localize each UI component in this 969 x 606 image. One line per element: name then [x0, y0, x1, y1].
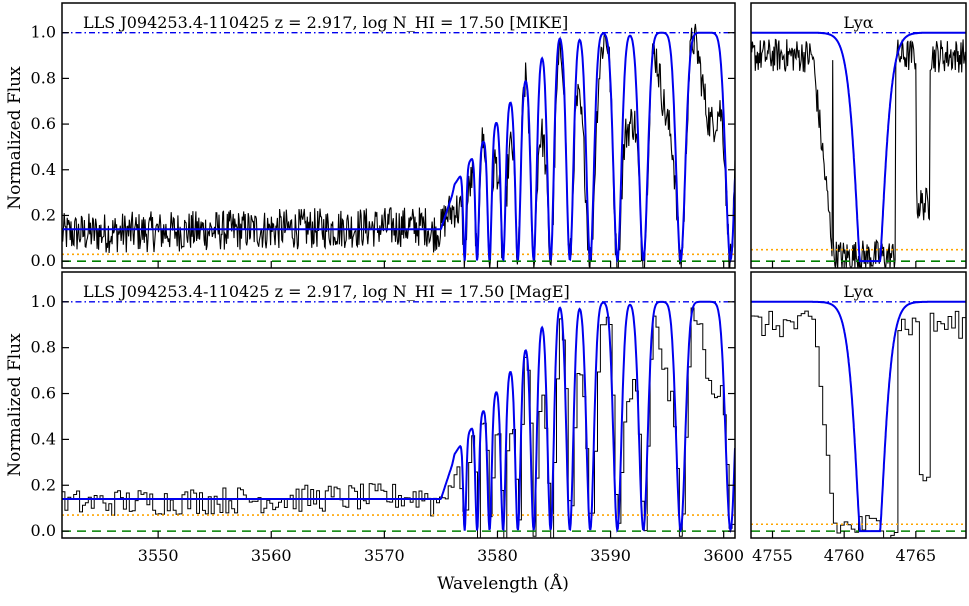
- x-tick-label: 4765: [895, 546, 936, 565]
- observed-flux-line: [62, 23, 735, 268]
- y-tick-label: 0.2: [31, 205, 56, 224]
- plot-frame: [61, 271, 736, 539]
- x-tick-label: 3560: [251, 546, 292, 565]
- model-line: [751, 300, 966, 533]
- panel-mike-full: 0.0 0.2 0.4 0.6 0.8 1.0 LLS J094253.4-110425 z…: [31, 2, 736, 270]
- model-line: [62, 300, 735, 534]
- panel-title: Lyα: [843, 13, 873, 32]
- plot-frame: [61, 2, 736, 269]
- y-tick-label: 0.8: [31, 338, 56, 357]
- model-line: [62, 31, 735, 264]
- panel-mage-lya: 4755 4760 4765 Lyα: [750, 271, 967, 565]
- y-tick-label: 1.0: [31, 292, 56, 311]
- panel-title: LLS J094253.4-110425 z = 2.917, log N_HI…: [83, 13, 568, 32]
- x-tick-label: 3600: [703, 546, 744, 565]
- panel-title: Lyα: [843, 282, 873, 301]
- x-tick-label: 4755: [752, 546, 793, 565]
- observed-flux-line: [62, 307, 735, 538]
- x-tick-label: 3590: [590, 546, 631, 565]
- y-tick-label: 0.2: [31, 475, 56, 494]
- plot-frame: [750, 271, 967, 539]
- x-tick-label: 3550: [138, 546, 179, 565]
- panel-mike-lya: Lyα: [750, 2, 967, 269]
- x-tick-label: 3580: [477, 546, 518, 565]
- x-axis-label: Wavelength (Å): [437, 573, 569, 594]
- y-tick-label: 0.6: [31, 114, 56, 133]
- y-tick-label: 0.8: [31, 68, 56, 87]
- y-tick-label: 0.0: [31, 521, 56, 540]
- x-tick-label: 3570: [364, 546, 405, 565]
- y-tick-label: 0.6: [31, 384, 56, 403]
- x-tick-label: 4760: [824, 546, 865, 565]
- y-axis-label-top: Normalized Flux: [5, 66, 25, 210]
- panel-title: LLS J094253.4-110425 z = 2.917, log N_HI…: [83, 282, 570, 301]
- y-tick-label: 1.0: [31, 23, 56, 42]
- y-axis-label-bottom: Normalized Flux: [5, 333, 25, 477]
- y-tick-label: 0.4: [31, 429, 56, 448]
- y-tick-label: 0.4: [31, 160, 56, 179]
- plot-frame: [750, 2, 967, 269]
- panel-mage-full: 0.0 0.2 0.4 0.6 0.8 1.0 3550 3560 3570 3580 3590 36…: [31, 271, 744, 565]
- y-tick-label: 0.0: [31, 251, 56, 270]
- observed-flux-line: [751, 310, 966, 538]
- model-line: [751, 31, 966, 263]
